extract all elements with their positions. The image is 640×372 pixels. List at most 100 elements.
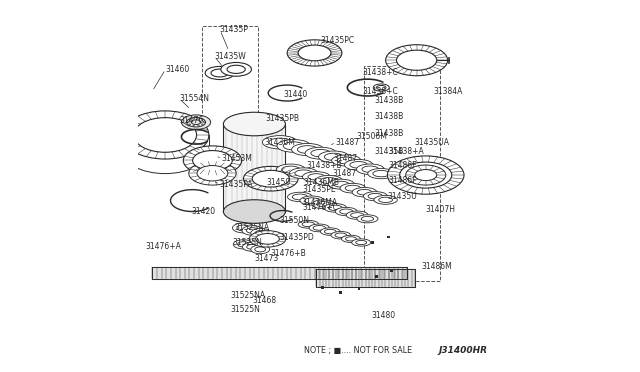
- Ellipse shape: [311, 150, 331, 157]
- Ellipse shape: [205, 67, 234, 80]
- Ellipse shape: [237, 225, 250, 231]
- Ellipse shape: [345, 185, 360, 191]
- Bar: [223, 124, 285, 212]
- Text: 31525NA: 31525NA: [234, 224, 269, 232]
- Bar: [387, 235, 390, 238]
- Ellipse shape: [350, 161, 367, 168]
- Ellipse shape: [300, 196, 324, 205]
- Ellipse shape: [335, 233, 347, 237]
- Ellipse shape: [243, 243, 262, 251]
- Text: 31435PC: 31435PC: [320, 36, 354, 45]
- Ellipse shape: [298, 220, 319, 228]
- Text: 31435W: 31435W: [214, 52, 246, 61]
- Ellipse shape: [202, 124, 204, 125]
- Text: J31400HR: J31400HR: [438, 346, 488, 355]
- Ellipse shape: [287, 40, 342, 66]
- Text: 31487: 31487: [334, 154, 358, 163]
- Bar: [339, 291, 342, 294]
- Text: 31476+C: 31476+C: [303, 203, 339, 212]
- Ellipse shape: [328, 205, 342, 211]
- Ellipse shape: [346, 237, 356, 241]
- Ellipse shape: [198, 125, 199, 126]
- Ellipse shape: [373, 84, 389, 91]
- Text: 31435U: 31435U: [387, 192, 417, 201]
- Ellipse shape: [400, 162, 452, 188]
- Text: 31435PD: 31435PD: [279, 232, 314, 241]
- Text: 31525N: 31525N: [232, 238, 262, 247]
- Ellipse shape: [335, 207, 357, 216]
- Ellipse shape: [282, 166, 300, 173]
- Text: 31436M: 31436M: [264, 138, 296, 147]
- Ellipse shape: [344, 160, 373, 170]
- Ellipse shape: [302, 222, 314, 227]
- Ellipse shape: [313, 225, 326, 230]
- Ellipse shape: [319, 151, 349, 163]
- Ellipse shape: [374, 195, 397, 204]
- Ellipse shape: [191, 120, 201, 125]
- Ellipse shape: [352, 239, 371, 246]
- Text: 31525NA: 31525NA: [230, 291, 266, 300]
- Ellipse shape: [356, 240, 367, 244]
- Text: 31435B: 31435B: [374, 147, 404, 156]
- Ellipse shape: [324, 153, 343, 160]
- Ellipse shape: [243, 166, 298, 191]
- Text: 31487: 31487: [333, 169, 357, 178]
- Ellipse shape: [331, 231, 351, 239]
- Ellipse shape: [189, 161, 236, 185]
- Ellipse shape: [312, 200, 335, 209]
- Ellipse shape: [305, 198, 319, 203]
- Ellipse shape: [255, 247, 266, 252]
- Ellipse shape: [328, 179, 355, 189]
- Text: 31460: 31460: [165, 65, 189, 74]
- Ellipse shape: [223, 112, 285, 136]
- Text: 31438+B: 31438+B: [306, 161, 342, 170]
- Bar: [371, 241, 374, 244]
- Ellipse shape: [368, 169, 395, 179]
- Ellipse shape: [346, 211, 368, 219]
- Ellipse shape: [364, 192, 387, 201]
- Text: 31486M: 31486M: [421, 262, 452, 271]
- Ellipse shape: [255, 234, 279, 244]
- Ellipse shape: [324, 203, 347, 212]
- Text: 31435P: 31435P: [220, 25, 248, 34]
- Ellipse shape: [233, 240, 253, 249]
- Ellipse shape: [406, 165, 446, 185]
- Text: 31438+C: 31438+C: [362, 68, 398, 77]
- Ellipse shape: [251, 245, 269, 254]
- Text: 31438B: 31438B: [374, 129, 404, 138]
- Ellipse shape: [246, 228, 259, 233]
- Text: 31384A: 31384A: [433, 87, 462, 96]
- Ellipse shape: [352, 187, 377, 197]
- Ellipse shape: [227, 65, 245, 73]
- Ellipse shape: [188, 122, 189, 123]
- Ellipse shape: [333, 181, 349, 187]
- Text: 31435UA: 31435UA: [414, 138, 449, 147]
- Ellipse shape: [340, 183, 365, 193]
- Ellipse shape: [298, 146, 318, 153]
- Ellipse shape: [182, 115, 211, 129]
- Ellipse shape: [324, 230, 336, 234]
- Bar: [390, 269, 393, 272]
- Ellipse shape: [317, 202, 331, 207]
- Text: 31436MA: 31436MA: [301, 198, 337, 207]
- Ellipse shape: [189, 124, 191, 125]
- Text: 31407H: 31407H: [426, 205, 456, 214]
- Ellipse shape: [292, 194, 308, 200]
- Ellipse shape: [247, 244, 258, 249]
- Text: 31554N: 31554N: [180, 94, 210, 103]
- Ellipse shape: [193, 118, 195, 119]
- Text: 31435PB: 31435PB: [266, 114, 300, 123]
- Ellipse shape: [287, 192, 312, 202]
- Bar: [376, 275, 378, 278]
- Ellipse shape: [373, 170, 390, 177]
- Ellipse shape: [362, 166, 379, 172]
- Text: 31453M: 31453M: [221, 154, 252, 163]
- Ellipse shape: [249, 231, 285, 247]
- Text: 31480: 31480: [371, 311, 395, 320]
- Ellipse shape: [361, 217, 374, 221]
- Ellipse shape: [269, 138, 291, 147]
- Ellipse shape: [342, 235, 360, 243]
- Ellipse shape: [303, 171, 330, 182]
- Text: 31487: 31487: [335, 138, 360, 147]
- Text: 31435PE: 31435PE: [303, 185, 337, 194]
